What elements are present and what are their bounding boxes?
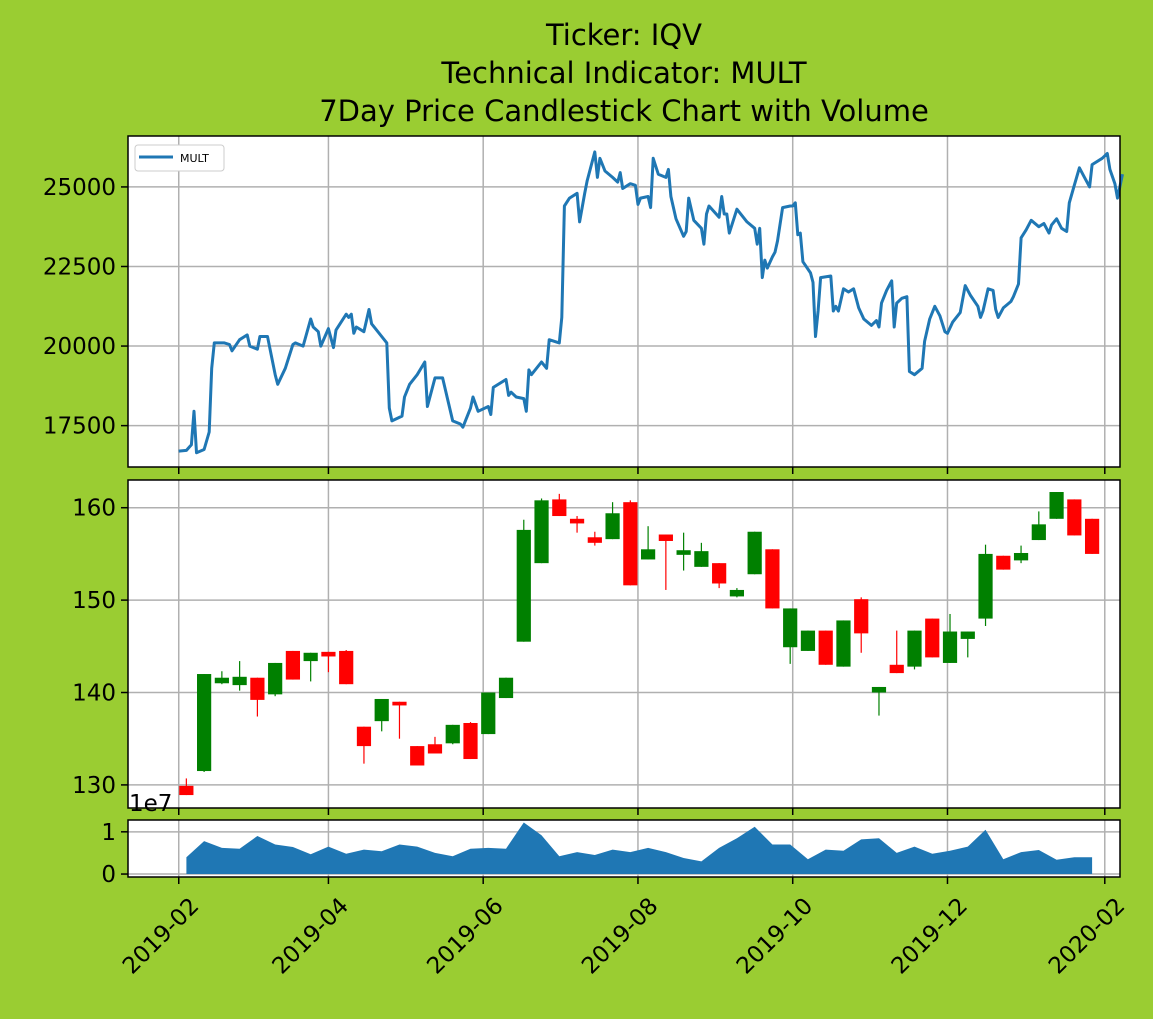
y-tick-label: 140 <box>72 681 116 707</box>
candle-body-up <box>445 724 460 744</box>
candle-body-up <box>516 529 531 642</box>
candle-body-up <box>676 550 691 555</box>
candle-body-up <box>498 677 514 699</box>
candle-body-up <box>729 589 745 597</box>
plot-frame <box>127 819 1121 878</box>
candle-body-up <box>978 553 993 619</box>
candle-body-up <box>871 686 887 693</box>
candle-body-down <box>889 664 904 674</box>
candle-body-up <box>214 677 229 684</box>
candle-body-down <box>854 599 869 634</box>
y-tick-label: 22500 <box>43 254 116 280</box>
candle-body-down <box>392 701 407 706</box>
y-tick-label: 20000 <box>43 334 116 360</box>
candle-body-down <box>427 744 443 754</box>
candle-body-down <box>1084 518 1100 554</box>
y-tick-label: 1 <box>101 820 116 846</box>
candle-body-up <box>942 631 958 663</box>
candle-body-down <box>552 499 567 517</box>
plot-frame <box>127 135 1121 468</box>
plot-area <box>128 136 1120 467</box>
candle-body-up <box>640 549 656 560</box>
candle-body-up <box>481 692 496 735</box>
candle-body-up <box>1031 524 1046 541</box>
candle-body-down <box>765 549 780 609</box>
candle-body-down <box>285 650 301 680</box>
volume-offset-label: 1e7 <box>129 791 172 817</box>
candle-body-down <box>996 555 1011 570</box>
y-tick-label: 160 <box>72 496 116 522</box>
candle-body-down <box>339 650 354 685</box>
legend-box <box>134 144 225 172</box>
candle-body-up <box>836 620 851 667</box>
candle-body-down <box>463 722 478 760</box>
candle-body-down <box>587 537 602 543</box>
y-tick-label: 130 <box>72 773 116 799</box>
candle-body-up <box>747 531 762 575</box>
candle-body-up <box>197 674 212 772</box>
plot-frame <box>127 479 1121 809</box>
price-panel: 130 140 150 160 <box>72 479 1121 815</box>
title-line-1: Ticker: IQV <box>545 18 702 52</box>
y-tick-label: 150 <box>72 588 116 614</box>
candle-body-up <box>783 608 798 648</box>
title-line-3: 7Day Price Candlestick Chart with Volume <box>319 94 929 128</box>
candle-body-up <box>374 698 389 722</box>
candle-body-up <box>303 652 318 662</box>
legend-label-mult: MULT <box>180 152 209 165</box>
candle-body-down <box>623 502 638 586</box>
title-line-2: Technical Indicator: MULT <box>440 56 806 90</box>
candle-body-up <box>232 676 247 686</box>
candle-body-down <box>321 651 336 657</box>
mult-line <box>178 150 1124 455</box>
candle-body-up <box>1049 492 1064 519</box>
candle-body-down <box>356 726 372 747</box>
candle-body-up <box>800 630 816 651</box>
candle-body-up <box>960 631 975 639</box>
candle-body-down <box>410 746 425 766</box>
legend: MULT <box>134 144 225 172</box>
candle-body-down <box>712 563 727 584</box>
candle-body-down <box>250 677 265 700</box>
candle-body-down <box>1067 499 1082 536</box>
candle-body-down <box>179 785 194 796</box>
candle-body-down <box>925 618 940 658</box>
volume-area <box>186 822 1093 874</box>
indicator-panel: 17500 20000 22500 25000 <box>43 135 1124 474</box>
y-tick-label: 25000 <box>43 175 116 201</box>
y-tick-label: 17500 <box>43 414 116 440</box>
volume-panel: 01 <box>101 819 1121 888</box>
candle-body-up <box>268 662 283 695</box>
candle-body-down <box>818 630 833 665</box>
candle-body-up <box>534 500 549 564</box>
candle-body-up <box>1013 552 1029 561</box>
candle-body-up <box>605 513 620 540</box>
y-tick-label: 0 <box>101 862 116 888</box>
candle-body-down <box>569 518 585 524</box>
candle-body-up <box>694 551 709 567</box>
candle-body-down <box>658 534 673 541</box>
candle-body-up <box>907 630 922 667</box>
